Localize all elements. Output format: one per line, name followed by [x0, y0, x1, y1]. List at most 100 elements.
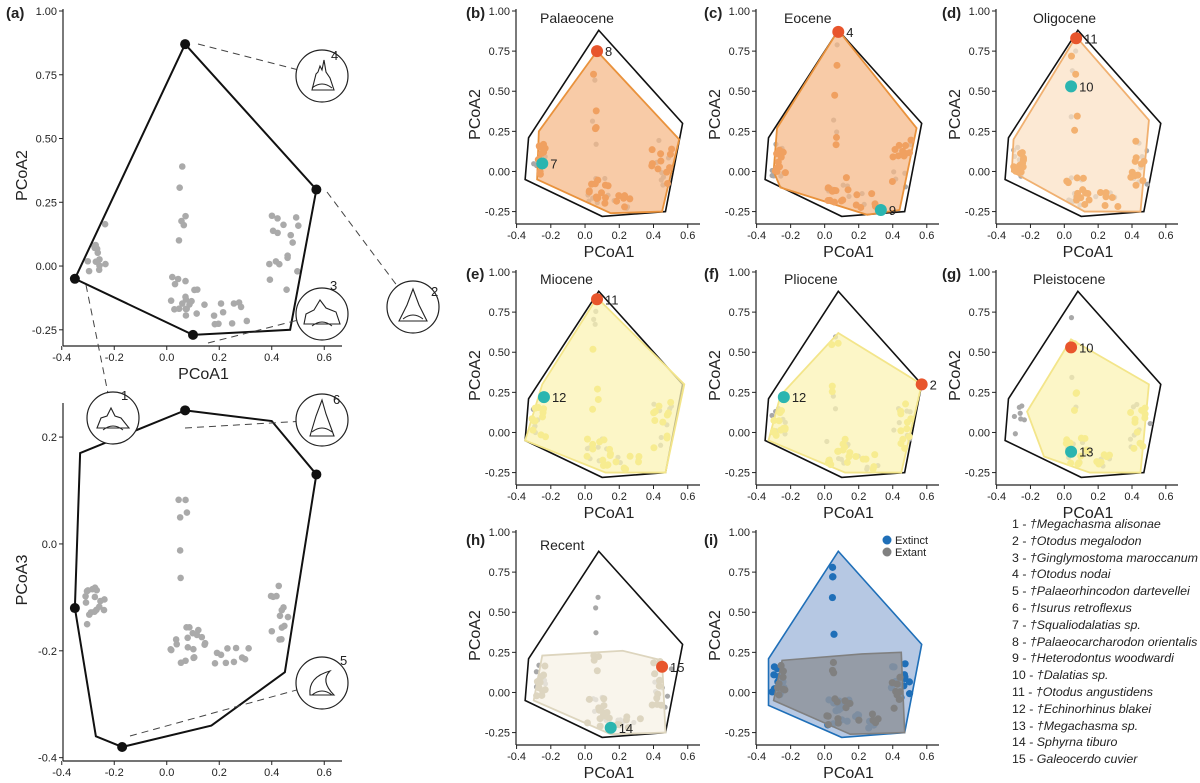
species-name: †Otodus angustidens	[1035, 684, 1153, 699]
period-point	[1141, 410, 1149, 418]
panel-label: (a)	[6, 5, 24, 22]
y-tick-label: 0.50	[489, 347, 510, 359]
x-tick-label: 0.2	[612, 751, 627, 763]
period-point	[650, 659, 658, 667]
y-tick-label: 1.00	[969, 267, 990, 279]
y-tick-label: 1.00	[729, 6, 750, 18]
period-point	[905, 433, 913, 441]
period-point	[592, 193, 600, 201]
species-number: 7 -	[1012, 617, 1030, 632]
x-tick-label: 0.0	[577, 230, 592, 242]
species-number: 9 -	[1012, 651, 1030, 666]
period-point	[541, 662, 549, 670]
period-point	[889, 153, 897, 161]
y-tick-label: 0.75	[729, 46, 750, 58]
y-tick-label: 0.25	[489, 647, 510, 659]
data-point	[171, 280, 179, 288]
hull-vertex-point	[69, 273, 80, 284]
period-point	[657, 157, 665, 165]
period-point	[771, 167, 779, 175]
species-name: †Otodus nodai	[1029, 567, 1111, 582]
data-point	[184, 634, 191, 642]
data-point	[82, 592, 89, 600]
period-point	[583, 719, 591, 727]
data-point	[95, 603, 103, 611]
data-point	[182, 212, 189, 220]
data-point	[198, 633, 206, 641]
period-point	[539, 413, 547, 421]
species-name: †Megachasma sp.	[1036, 718, 1139, 733]
panel-i: -0.4 -0.2 0.0 0.2 0.4 0.6 -0.25 0.00 0.25 0.50 0.7…	[704, 527, 939, 782]
y-tick-label: -0.25	[725, 468, 750, 480]
y-tick-label: 0.00	[489, 166, 510, 178]
x-axis-label: PCoA1	[584, 505, 635, 522]
period-point	[656, 676, 664, 684]
x-tick-label: -0.2	[541, 491, 560, 503]
period-point	[828, 388, 836, 396]
y-tick-label: 0.25	[969, 126, 990, 138]
data-point	[176, 184, 183, 191]
y-tick-label: 0.50	[729, 86, 750, 98]
data-point	[283, 286, 290, 293]
hull-vertex-point	[180, 405, 191, 416]
period-point	[537, 150, 545, 158]
x-tick-label: 0.6	[317, 352, 332, 364]
data-point	[178, 217, 185, 225]
species-legend-item: 8 - †Palaeocarcharodon orientalis	[1012, 634, 1198, 651]
highlight-point	[604, 721, 617, 734]
period-point	[666, 150, 674, 158]
background-point	[769, 412, 775, 419]
highlight-label: 10	[1079, 79, 1093, 94]
period-point	[888, 177, 896, 185]
panel-label: (h)	[466, 532, 485, 549]
period-point	[634, 458, 642, 466]
period-point	[1132, 137, 1140, 145]
period-point	[902, 150, 910, 158]
period-point	[533, 692, 541, 700]
x-tick-label: -0.2	[781, 491, 800, 503]
period-point	[902, 142, 910, 150]
species-legend-item: 7 - †Squaliodalatias sp.	[1012, 617, 1198, 634]
period-point	[593, 385, 601, 393]
legend-label: Extant	[895, 547, 926, 559]
data-point-extinct	[768, 688, 776, 696]
y-axis-label: PCoA2	[467, 89, 484, 140]
x-tick-label: 0.0	[577, 751, 592, 763]
background-point	[664, 693, 671, 699]
data-point-extant	[828, 666, 837, 675]
x-tick-label: -0.2	[105, 352, 124, 364]
data-point	[190, 654, 198, 661]
period-point	[844, 186, 852, 194]
species-name: †Squaliodalatias sp.	[1029, 617, 1141, 632]
x-axis-label: PCoA1	[1063, 505, 1114, 522]
period-point	[1079, 174, 1087, 182]
tooth-icon-label: 5	[340, 653, 347, 668]
data-point	[292, 214, 300, 221]
panel-title: Miocene	[540, 271, 593, 287]
data-point	[182, 296, 190, 303]
y-tick-label: 0.50	[36, 134, 57, 146]
x-tick-label: -0.4	[987, 491, 1006, 503]
period-point	[1140, 157, 1148, 165]
x-tick-label: -0.4	[507, 230, 526, 242]
tooth-icon-label: 4	[331, 48, 338, 63]
species-number: 4 -	[1012, 567, 1030, 582]
data-point	[230, 658, 238, 666]
period-point	[828, 382, 836, 390]
data-point-extant	[823, 712, 831, 720]
y-tick-label: 1.00	[489, 527, 510, 539]
panel-title: Eocene	[784, 10, 832, 26]
highlight-point	[1065, 80, 1078, 93]
x-tick-label: 0.2	[1091, 230, 1106, 242]
period-point	[1067, 459, 1075, 467]
x-tick-label: 0.6	[1158, 491, 1173, 503]
data-point	[177, 574, 184, 582]
background-point	[595, 594, 601, 600]
highlight-point	[777, 391, 790, 404]
data-point	[82, 599, 90, 606]
period-point	[1096, 189, 1104, 197]
panel-label: (d)	[942, 5, 961, 22]
y-tick-label: -0.25	[485, 468, 510, 480]
species-name: †Dalatias sp.	[1036, 668, 1109, 683]
data-point	[183, 624, 190, 631]
